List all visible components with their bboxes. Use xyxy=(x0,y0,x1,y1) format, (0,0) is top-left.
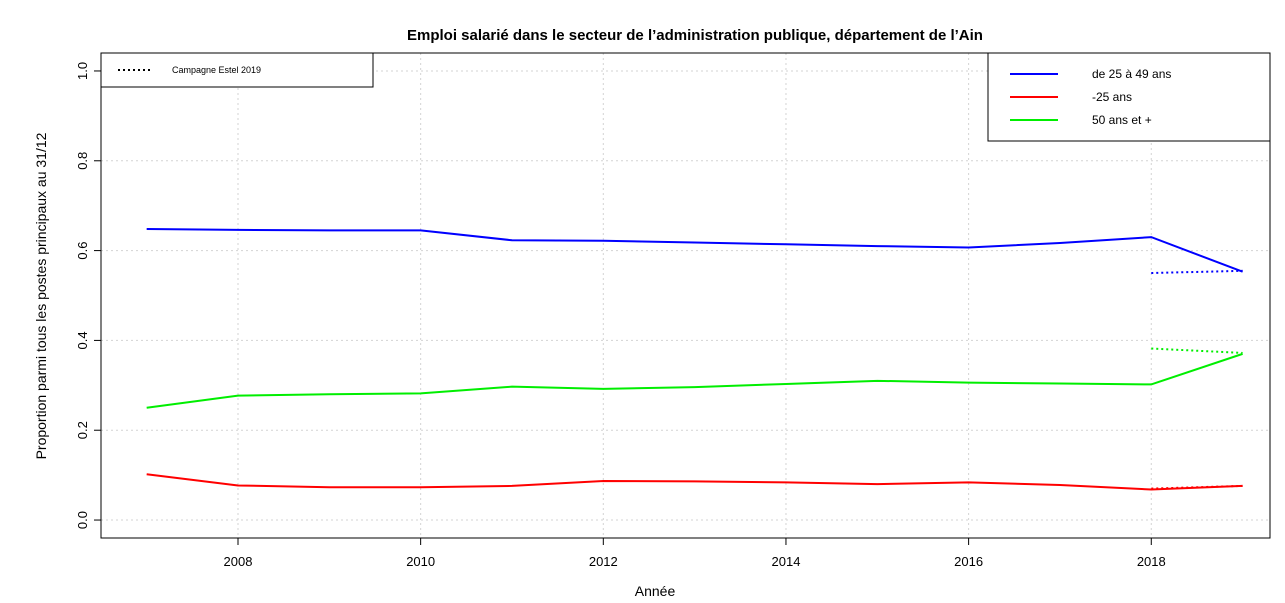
legend-estel: Campagne Estel 2019 xyxy=(100,52,374,88)
series-line xyxy=(146,473,1243,491)
legend-estel-box xyxy=(100,52,374,88)
x-tick-label: 2010 xyxy=(406,554,435,569)
y-axis-label: Proportion parmi tous les postes princip… xyxy=(33,132,49,459)
estel-line xyxy=(1151,269,1243,275)
x-axis: 2008 2010 2012 2014 2016 2018 xyxy=(224,538,1166,569)
y-tick-label: 0.2 xyxy=(75,421,90,439)
legend-series: de 25 à 49 ans -25 ans 50 ans et + xyxy=(987,52,1271,142)
chart-title: Emploi salarié dans le secteur de l’admi… xyxy=(407,27,983,44)
y-tick-label: 0.6 xyxy=(75,242,90,260)
legend-series-label: 50 ans et + xyxy=(1092,113,1152,127)
estel-line xyxy=(1151,347,1243,354)
x-tick-label: 2016 xyxy=(954,554,983,569)
legend-series-label: de 25 à 49 ans xyxy=(1092,67,1171,81)
x-tick-label: 2008 xyxy=(224,554,253,569)
legend-series-label: -25 ans xyxy=(1092,90,1132,104)
y-tick-label: 0.4 xyxy=(75,331,90,349)
x-tick-label: 2012 xyxy=(589,554,618,569)
series-lines xyxy=(146,228,1243,491)
estel-lines xyxy=(1151,269,1243,490)
estel-line xyxy=(1151,484,1243,490)
y-tick-label: 0.8 xyxy=(75,152,90,170)
series-line xyxy=(146,352,1243,409)
y-tick-label: 0.0 xyxy=(75,511,90,529)
y-axis: 0.0 0.2 0.4 0.6 0.8 1.0 xyxy=(75,62,101,529)
x-axis-label: Année xyxy=(635,583,676,599)
legend-estel-label: Campagne Estel 2019 xyxy=(172,65,261,75)
plot-frame xyxy=(100,52,1271,539)
series-line xyxy=(146,228,1243,273)
x-tick-label: 2018 xyxy=(1137,554,1166,569)
x-tick-label: 2014 xyxy=(772,554,801,569)
y-tick-label: 1.0 xyxy=(75,62,90,80)
